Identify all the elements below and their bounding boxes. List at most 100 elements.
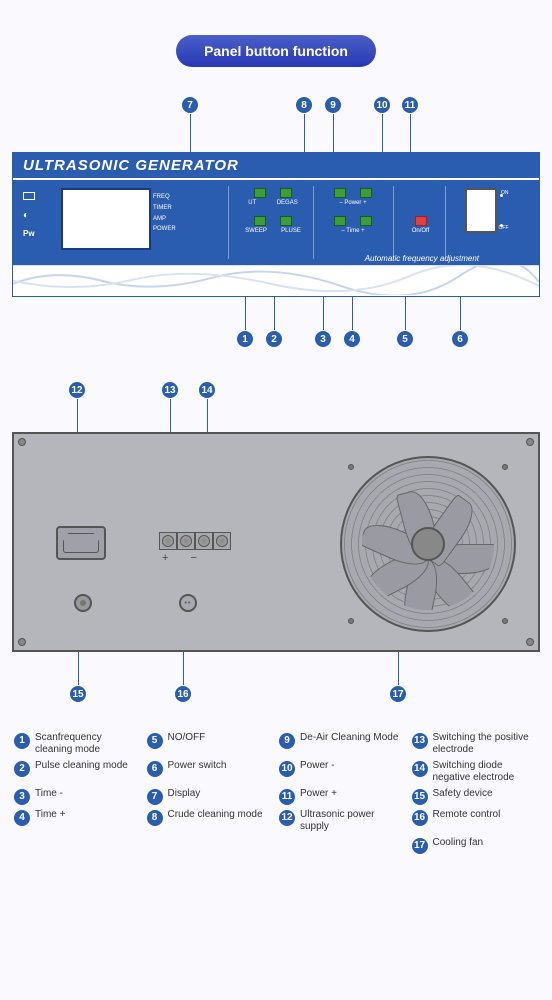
legend-label: Switching the positive electrode — [433, 732, 539, 756]
legend-label: Switching diode negative electrode — [433, 760, 539, 784]
legend-label: Pulse cleaning mode — [35, 760, 128, 772]
legend-label: Power switch — [168, 760, 227, 772]
power-plus-button[interactable] — [360, 188, 372, 198]
legend-item: 17Cooling fan — [412, 837, 539, 854]
terminal-pos2 — [177, 532, 195, 550]
legend-item: 9De-Air Cleaning Mode — [279, 732, 406, 756]
legend-label: Time - — [35, 788, 63, 800]
callout-number: 2 — [14, 761, 30, 777]
title-badge: Panel button function — [176, 35, 376, 67]
callout-number: 10 — [374, 97, 390, 113]
callout-number: 10 — [279, 761, 295, 777]
callout-line — [405, 297, 406, 330]
front-panel: ULTRASONIC GENERATOR Pw FREQ TIMER AMP P… — [12, 152, 540, 297]
callout-line — [183, 652, 184, 685]
legend-item — [14, 837, 141, 854]
callout-number: 16 — [175, 686, 191, 702]
screw-icon — [18, 438, 26, 446]
callout-line — [245, 297, 246, 330]
legend-item: 12Ultrasonic power supply — [279, 809, 406, 833]
callout-number: 6 — [452, 331, 468, 347]
legend: 1Scanfrequency cleaning mode 5 NO/OFF 9De-A… — [14, 732, 538, 854]
callout-number: 4 — [344, 331, 360, 347]
legend-label: Crude cleaning mode — [168, 809, 263, 821]
callout-number: 14 — [412, 761, 428, 777]
callout-number: 16 — [412, 810, 428, 826]
callout-number: 17 — [390, 686, 406, 702]
callout-line — [190, 114, 191, 152]
clock-icon — [23, 210, 35, 221]
legend-label: NO/OFF — [168, 732, 206, 744]
minus-label: − — [190, 552, 196, 564]
callout-number: 13 — [162, 382, 178, 398]
auto-freq-label: Automatic frequency adjustment — [365, 254, 479, 263]
pulse-button[interactable] — [280, 216, 292, 226]
callout-number: 7 — [182, 97, 198, 113]
callout-number: 6 — [147, 761, 163, 777]
callout-number: 3 — [315, 331, 331, 347]
screw-icon — [18, 638, 26, 646]
cooling-fan — [340, 456, 516, 632]
callout-number: 1 — [14, 733, 30, 749]
sweep-button[interactable] — [254, 216, 266, 226]
callout-number: 11 — [402, 97, 418, 113]
callout-number: 13 — [412, 733, 428, 749]
callout-line — [170, 399, 171, 432]
callout-number: 8 — [147, 810, 163, 826]
button-block-modes: UT DEGAS SWEEP PLUSE — [238, 188, 308, 244]
terminal-neg — [195, 532, 213, 550]
time-minus-button[interactable] — [334, 216, 346, 226]
terminal-block — [159, 532, 231, 550]
legend-item: 5 NO/OFF — [147, 732, 274, 756]
power-switch[interactable]: ON OFF — [465, 188, 497, 233]
callout-number: 12 — [69, 382, 85, 398]
callout-line — [460, 297, 461, 330]
callout-number: 15 — [70, 686, 86, 702]
degas-button[interactable] — [280, 188, 292, 198]
power-minus-button[interactable] — [334, 188, 346, 198]
legend-item: 4Time + — [14, 809, 141, 833]
callout-line — [323, 297, 324, 330]
legend-label: Remote control — [433, 809, 501, 821]
callout-number: 3 — [14, 789, 30, 805]
callout-line — [77, 399, 78, 432]
legend-item: 13 Switching the positive electrode — [412, 732, 539, 756]
legend-item: 16 Remote control — [412, 809, 539, 833]
callout-number: 15 — [412, 789, 428, 805]
legend-label: De-Air Cleaning Mode — [300, 732, 398, 744]
button-block-onoff: On/Off — [398, 188, 443, 244]
screw-icon — [526, 438, 534, 446]
ac-power-inlet — [56, 526, 106, 560]
back-panel: + − — [12, 432, 540, 652]
callout-line — [207, 399, 208, 432]
wave-decoration — [13, 265, 539, 295]
callout-line — [78, 652, 79, 685]
legend-label: Power - — [300, 760, 334, 772]
onoff-button[interactable] — [415, 216, 427, 226]
callout-number: 5 — [147, 733, 163, 749]
callout-line — [274, 297, 275, 330]
legend-label: Power + — [300, 788, 337, 800]
time-plus-button[interactable] — [360, 216, 372, 226]
plus-label: + — [162, 552, 168, 564]
terminal-pos — [159, 532, 177, 550]
legend-item: 15 Safety device — [412, 788, 539, 805]
legend-label: Display — [168, 788, 201, 800]
legend-label: Ultrasonic power supply — [300, 809, 406, 833]
display-side-labels: FREQ TIMER AMP POWER — [153, 192, 176, 235]
legend-item: 3 Time - — [14, 788, 141, 805]
legend-label: Safety device — [433, 788, 493, 800]
power-switch-block: ON OFF — [453, 188, 508, 233]
callout-line — [410, 114, 411, 152]
callout-number: 2 — [266, 331, 282, 347]
legend-item — [147, 837, 274, 854]
legend-item: 14 Switching diode negative electrode — [412, 760, 539, 784]
legend-item: 11Power + — [279, 788, 406, 805]
terminal-neg2 — [213, 532, 231, 550]
remote-connector — [179, 594, 197, 612]
legend-item: 1Scanfrequency cleaning mode — [14, 732, 141, 756]
screw-icon — [526, 638, 534, 646]
callout-number: 8 — [296, 97, 312, 113]
front-panel-diagram: 7891011 ULTRASONIC GENERATOR Pw FREQ TIM… — [10, 97, 542, 347]
ut-button[interactable] — [254, 188, 266, 198]
